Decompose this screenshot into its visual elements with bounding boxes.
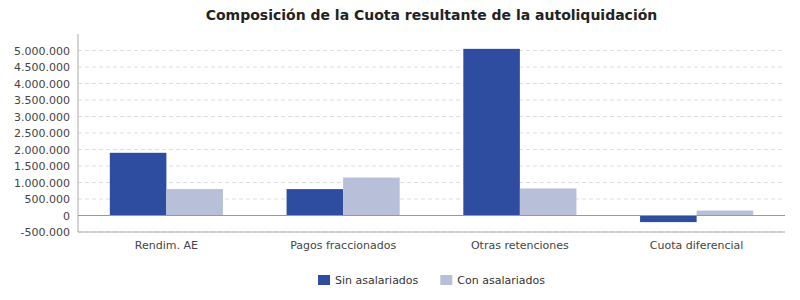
bars	[110, 49, 753, 222]
legend-swatch	[318, 275, 330, 285]
chart: Composición de la Cuota resultante de la…	[0, 0, 800, 300]
y-tick-label: 0	[63, 210, 70, 223]
legend: Sin asalariados Con asalariados	[318, 274, 545, 287]
y-tick-label: -500.000	[21, 226, 70, 239]
grid-line	[78, 50, 785, 51]
bar	[640, 216, 697, 223]
grid-line	[78, 215, 785, 216]
y-tick-label: 5.000.000	[14, 45, 70, 58]
y-axis: -500.000 0 500.000 1.000.000 1.500.000 2.000.…	[14, 45, 70, 240]
grid-line	[78, 116, 785, 117]
legend-label: Sin asalariados	[335, 274, 419, 287]
x-axis: Rendim. AE Pagos fraccionados Otras retenc…	[135, 239, 744, 252]
x-tick-label: Cuota diferencial	[650, 239, 744, 252]
grid-line	[78, 133, 785, 134]
bar	[697, 211, 754, 216]
grid-line	[78, 100, 785, 101]
title: Composición de la Cuota resultante de la…	[206, 7, 658, 23]
grid-line	[78, 83, 785, 84]
grid-line	[78, 232, 785, 233]
legend-item: Con asalariados	[440, 274, 545, 287]
x-axis-line	[78, 232, 785, 233]
legend-item: Sin asalariados	[318, 274, 419, 287]
x-tick-label: Pagos fraccionados	[290, 239, 396, 252]
y-tick-label: 4.500.000	[14, 61, 70, 74]
x-tick-label: Otras retenciones	[471, 239, 569, 252]
y-axis-line	[78, 34, 79, 232]
zero-line	[78, 215, 785, 216]
legend-swatch	[440, 275, 452, 285]
y-tick-label: 2.000.000	[14, 144, 70, 157]
grid-line	[78, 182, 785, 183]
y-tick-label: 4.000.000	[14, 78, 70, 91]
bar	[463, 49, 520, 216]
bar	[166, 189, 223, 215]
grid-line	[78, 166, 785, 167]
y-tick-label: 1.000.000	[14, 177, 70, 190]
grid-line	[78, 149, 785, 150]
y-tick-label: 2.500.000	[14, 127, 70, 140]
grid-line	[78, 67, 785, 68]
x-tick-label: Rendim. AE	[135, 239, 198, 252]
bar	[287, 189, 344, 215]
background	[0, 0, 800, 300]
y-tick-label: 3.500.000	[14, 94, 70, 107]
bar	[343, 178, 400, 216]
y-tick-label: 3.000.000	[14, 111, 70, 124]
grid	[78, 51, 785, 233]
y-tick-label: 500.000	[25, 193, 71, 206]
legend-label: Con asalariados	[457, 274, 545, 287]
y-tick-label: 1.500.000	[14, 160, 70, 173]
bar	[520, 188, 577, 215]
bar	[110, 153, 167, 216]
